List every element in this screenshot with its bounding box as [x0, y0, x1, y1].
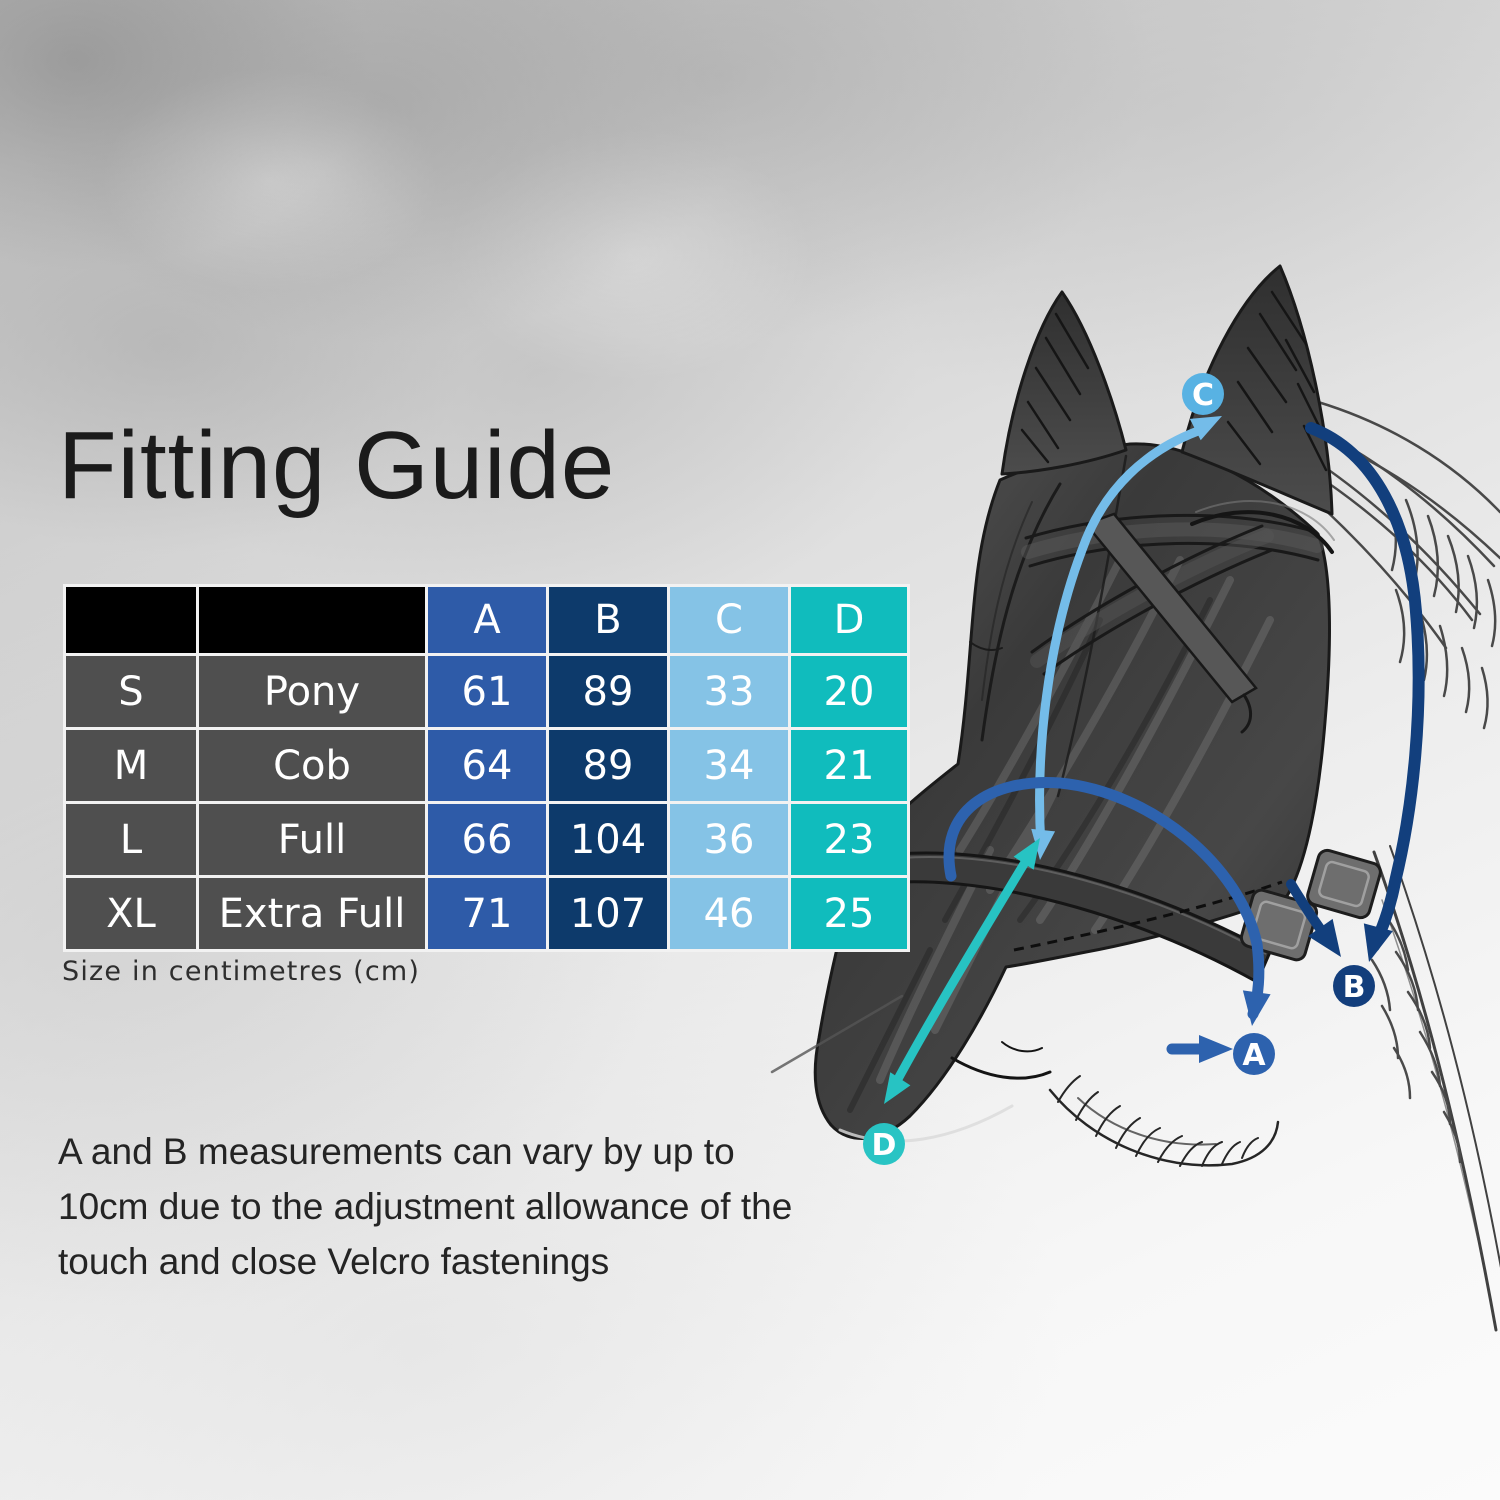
fit-cell: Cob — [199, 730, 425, 801]
table-header-a: A — [428, 587, 546, 653]
measure-arc-c — [1028, 405, 1228, 862]
table-header-blank — [199, 587, 425, 653]
fit-cell: Pony — [199, 656, 425, 727]
measure-labels: C A B D — [863, 373, 1375, 1165]
measurement-cell: 89 — [549, 656, 667, 727]
horse-head-mask — [770, 442, 1382, 1167]
label-d-text: D — [872, 1128, 897, 1163]
size-cell: L — [66, 804, 196, 875]
measurement-cell: 23 — [791, 804, 907, 875]
label-b-badge — [1333, 965, 1375, 1007]
measurement-cell: 64 — [428, 730, 546, 801]
ears — [1000, 264, 1334, 516]
measurement-cell: 89 — [549, 730, 667, 801]
ear-hatching — [1020, 290, 1328, 472]
measurement-cell: 61 — [428, 656, 546, 727]
measurement-cell: 71 — [428, 878, 546, 949]
measurement-footnote: A and B measurements can vary by up to 1… — [58, 1131, 793, 1282]
page-title: Fitting Guide — [58, 412, 616, 519]
label-d-badge — [863, 1123, 905, 1165]
velcro-tab — [1306, 848, 1382, 920]
label-c-text: C — [1192, 378, 1214, 413]
fit-cell: Extra Full — [199, 878, 425, 949]
measurement-cell: 107 — [549, 878, 667, 949]
measurement-cell: 33 — [670, 656, 788, 727]
label-b-text: B — [1343, 970, 1366, 1005]
table-header-b: B — [549, 587, 667, 653]
measurement-cell: 21 — [791, 730, 907, 801]
measure-arrow-d — [873, 831, 1051, 1111]
label-c-badge — [1182, 373, 1224, 415]
measurement-cell: 36 — [670, 804, 788, 875]
size-table: A B C D S Pony 61 89 33 20 M Cob 64 89 3… — [63, 584, 910, 952]
left-ear — [1000, 290, 1128, 476]
table-header-c: C — [670, 587, 788, 653]
strap-loose-end — [1240, 693, 1252, 734]
size-cell: XL — [66, 878, 196, 949]
measurement-cell: 46 — [670, 878, 788, 949]
table-header-d: D — [791, 587, 907, 653]
measure-arc-a — [943, 777, 1271, 1063]
table-header-blank — [66, 587, 196, 653]
measurement-cell: 20 — [791, 656, 907, 727]
jaw-stitch-seam — [1013, 880, 1283, 952]
label-a-text: A — [1242, 1038, 1266, 1073]
mask-cross-strap — [1083, 512, 1258, 704]
measurement-cell: 25 — [791, 878, 907, 949]
fit-cell: Full — [199, 804, 425, 875]
units-note: Size in centimetres (cm) — [62, 956, 421, 987]
measure-arc-b — [1286, 422, 1425, 966]
chin-whisker-sketch — [1048, 1075, 1280, 1167]
size-cell: M — [66, 730, 196, 801]
label-a-badge — [1233, 1033, 1275, 1075]
size-cell: S — [66, 656, 196, 727]
measurement-cell: 66 — [428, 804, 546, 875]
muzzle-detail — [770, 994, 1052, 1143]
measurement-cell: 34 — [670, 730, 788, 801]
measurement-cell: 104 — [549, 804, 667, 875]
